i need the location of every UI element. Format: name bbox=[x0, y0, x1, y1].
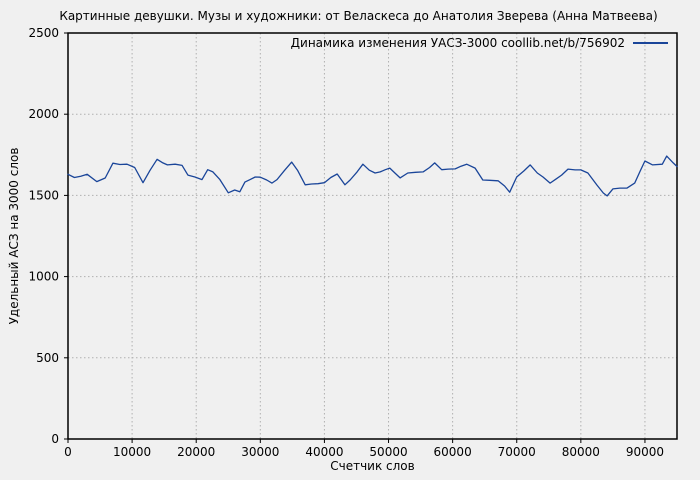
y-tick-label: 1000 bbox=[28, 270, 59, 284]
x-tick-label: 40000 bbox=[305, 445, 343, 459]
legend-line-sample bbox=[633, 42, 668, 44]
y-tick-label: 1500 bbox=[28, 188, 59, 202]
legend: Динамика изменения УАСЗ-3000 coollib.net… bbox=[291, 36, 668, 50]
x-tick-label: 50000 bbox=[369, 445, 407, 459]
plot-border bbox=[67, 32, 678, 440]
y-tick-label: 2000 bbox=[28, 107, 59, 121]
y-axis-label: Удельный АСЗ на 3000 слов bbox=[7, 147, 21, 325]
x-tick-label: 10000 bbox=[113, 445, 151, 459]
x-tick-label: 30000 bbox=[241, 445, 279, 459]
data-line bbox=[67, 155, 678, 197]
x-axis-label: Счетчик слов bbox=[330, 459, 415, 473]
x-tick-label: 70000 bbox=[498, 445, 536, 459]
y-tick-label: 0 bbox=[51, 432, 59, 446]
y-tick-label: 2500 bbox=[28, 26, 59, 40]
x-tick-label: 80000 bbox=[562, 445, 600, 459]
x-tick-label: 90000 bbox=[626, 445, 664, 459]
x-tick-label: 0 bbox=[64, 445, 72, 459]
x-tick-label: 60000 bbox=[434, 445, 472, 459]
legend-label: Динамика изменения УАСЗ-3000 coollib.net… bbox=[290, 36, 625, 50]
x-tick-label: 20000 bbox=[177, 445, 215, 459]
chart-title: Картинные девушки. Музы и художники: от … bbox=[59, 9, 658, 23]
y-tick-label: 500 bbox=[36, 351, 59, 365]
